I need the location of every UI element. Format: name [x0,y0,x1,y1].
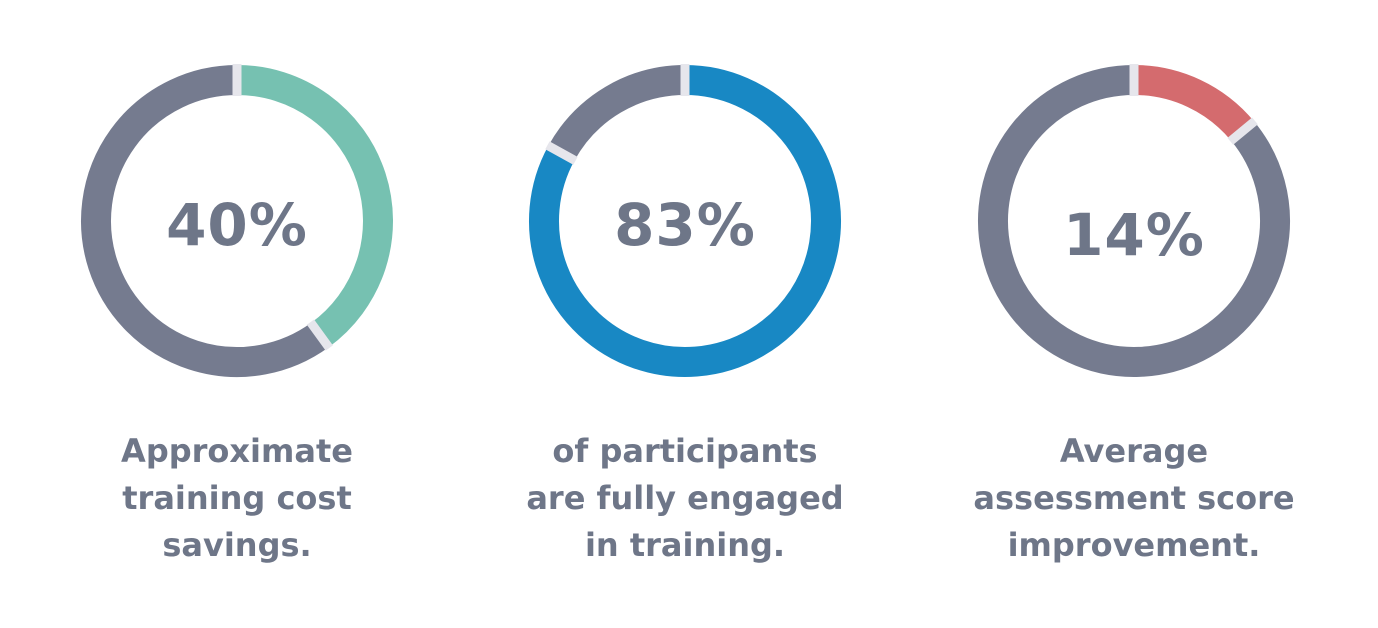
percent-label-assessment: 14% [1063,201,1205,269]
caption-cost-savings: Approximate training cost savings. [27,428,447,569]
caption-line: improvement. [1007,526,1261,564]
donut-remainder-segment [81,65,329,377]
donut-remainder-segment [978,65,1290,377]
percent-label-cost-savings: 40% [166,191,308,259]
caption-line: of participants [552,432,818,470]
donut-panel-engagement: 83% of participants are fully engaged in… [463,0,923,628]
donut-value-segment [529,65,841,377]
donut-chart-assessment [978,64,1290,377]
percent-label-engagement: 83% [614,191,756,259]
donut-end-separator [1227,117,1258,145]
donut-end-separator [545,141,578,165]
caption-line: in training. [584,526,786,564]
donut-chart-cost-savings [81,64,393,377]
donut-panel-cost-savings: 40% Approximate training cost savings. [20,0,480,628]
caption-line: savings. [162,526,312,564]
donut-remainder-segment [548,65,686,161]
caption-line: are fully engaged [526,479,844,517]
donut-panel-assessment: 14% Average assessment score improvement… [912,0,1372,628]
caption-line: Approximate [121,432,353,470]
caption-assessment: Average assessment score improvement. [924,428,1344,569]
caption-engagement: of participants are fully engaged in tra… [475,428,895,569]
donut-value-segment [236,65,393,348]
caption-line: Average [1059,432,1209,470]
caption-line: training cost [122,479,352,517]
donut-value-segment [1133,65,1255,141]
caption-line: assessment score [973,479,1295,517]
donut-end-separator [306,319,333,351]
donut-chart-engagement [529,64,841,377]
